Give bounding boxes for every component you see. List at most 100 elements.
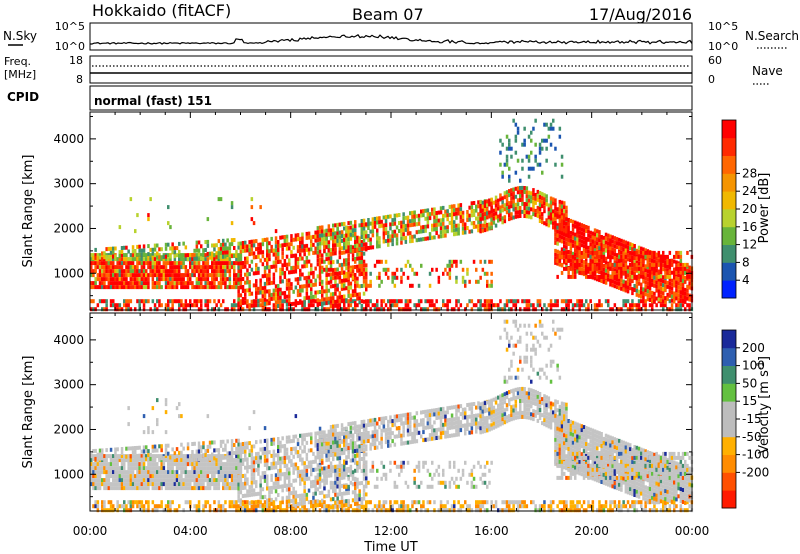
power-cell	[228, 265, 232, 270]
power-cell	[237, 277, 240, 282]
velocity-cell	[136, 470, 139, 475]
power-cell	[90, 307, 93, 312]
power-cell	[114, 285, 117, 290]
power-cell	[596, 266, 599, 271]
power-cell	[409, 263, 412, 268]
velocity-cell	[147, 453, 150, 458]
power-cell	[147, 244, 150, 249]
velocity-cell	[270, 473, 273, 478]
power-cell	[435, 267, 438, 272]
velocity-cell	[197, 482, 201, 487]
power-cell	[213, 281, 216, 286]
power-cell	[604, 299, 608, 304]
velocity-cell	[103, 500, 106, 505]
power-cell	[547, 303, 551, 308]
power-cell	[303, 248, 306, 253]
power-cell	[609, 278, 612, 283]
power-cell	[230, 242, 234, 247]
power-cell	[283, 291, 287, 295]
power-cell	[435, 215, 438, 219]
power-cell	[655, 268, 658, 273]
power-cell	[257, 298, 260, 303]
power-cell	[560, 212, 564, 217]
velocity-cell	[171, 478, 174, 483]
power-cell	[215, 277, 218, 282]
velocity-cell	[171, 474, 174, 479]
power-cell	[197, 261, 201, 266]
power-cell	[404, 299, 408, 304]
velocity-cell	[285, 495, 289, 500]
power-cell	[483, 228, 487, 233]
power-cell	[365, 303, 368, 308]
power-cell	[461, 230, 465, 235]
power-cell	[147, 217, 150, 222]
power-cell	[420, 237, 423, 242]
power-cell	[455, 303, 458, 308]
velocity-cell	[241, 450, 245, 454]
power-cell	[257, 246, 260, 251]
velocity-cell	[169, 478, 172, 483]
power-cell	[646, 285, 650, 290]
power-cell	[340, 234, 344, 239]
power-cell	[327, 280, 331, 285]
power-cell	[600, 247, 603, 251]
power-cell	[549, 142, 553, 147]
velocity-cell	[290, 451, 293, 456]
power-cell	[347, 275, 350, 280]
power-cell	[332, 223, 335, 228]
power-cell	[591, 231, 595, 236]
velocity-cell	[120, 486, 124, 491]
velocity-cell	[107, 500, 111, 505]
velocity-cell	[292, 454, 295, 459]
power-cell	[615, 285, 619, 290]
velocity-cell	[147, 449, 150, 454]
velocity-cell	[200, 458, 203, 463]
power-cell	[684, 279, 687, 284]
power-cell	[514, 299, 518, 304]
velocity-cell	[222, 470, 225, 475]
power-cell	[202, 269, 205, 274]
velocity-cell	[288, 455, 291, 460]
velocity-cell	[204, 453, 207, 457]
colorbar-swatch	[722, 262, 736, 281]
power-cell	[219, 242, 223, 247]
power-cell	[191, 253, 194, 257]
power-cell	[307, 299, 311, 304]
power-cell	[292, 289, 295, 294]
power-cell	[519, 210, 522, 214]
velocity-cell	[125, 470, 128, 475]
velocity-cell	[211, 478, 214, 483]
power-cell	[189, 277, 192, 282]
velocity-cell	[285, 467, 289, 472]
power-cell	[631, 255, 634, 260]
velocity-cell	[164, 443, 168, 448]
power-cell	[354, 289, 357, 293]
power-cell	[116, 285, 119, 290]
velocity-cell	[118, 474, 122, 479]
velocity-cell	[151, 500, 155, 505]
velocity-cell	[244, 441, 247, 446]
power-cell	[329, 228, 333, 233]
velocity-cell	[224, 486, 227, 491]
power-cell	[290, 242, 293, 247]
velocity-cell	[107, 454, 111, 459]
power-cell	[479, 209, 482, 214]
power-cell	[255, 239, 258, 244]
power-cell	[202, 257, 205, 262]
power-cell	[224, 273, 227, 278]
power-cell	[305, 243, 309, 248]
velocity-cell	[156, 474, 159, 479]
velocity-cell	[164, 451, 168, 456]
velocity-cell	[239, 442, 243, 447]
velocity-cell	[259, 459, 262, 464]
velocity-cell	[250, 448, 254, 453]
power-cell	[94, 277, 97, 282]
velocity-cell	[292, 490, 295, 495]
power-cell	[587, 225, 590, 230]
power-cell	[545, 158, 548, 163]
velocity-cell	[127, 478, 130, 483]
power-cell	[149, 197, 152, 202]
velocity-cell	[160, 474, 163, 479]
power-cell	[391, 242, 394, 247]
power-cell	[217, 247, 221, 252]
